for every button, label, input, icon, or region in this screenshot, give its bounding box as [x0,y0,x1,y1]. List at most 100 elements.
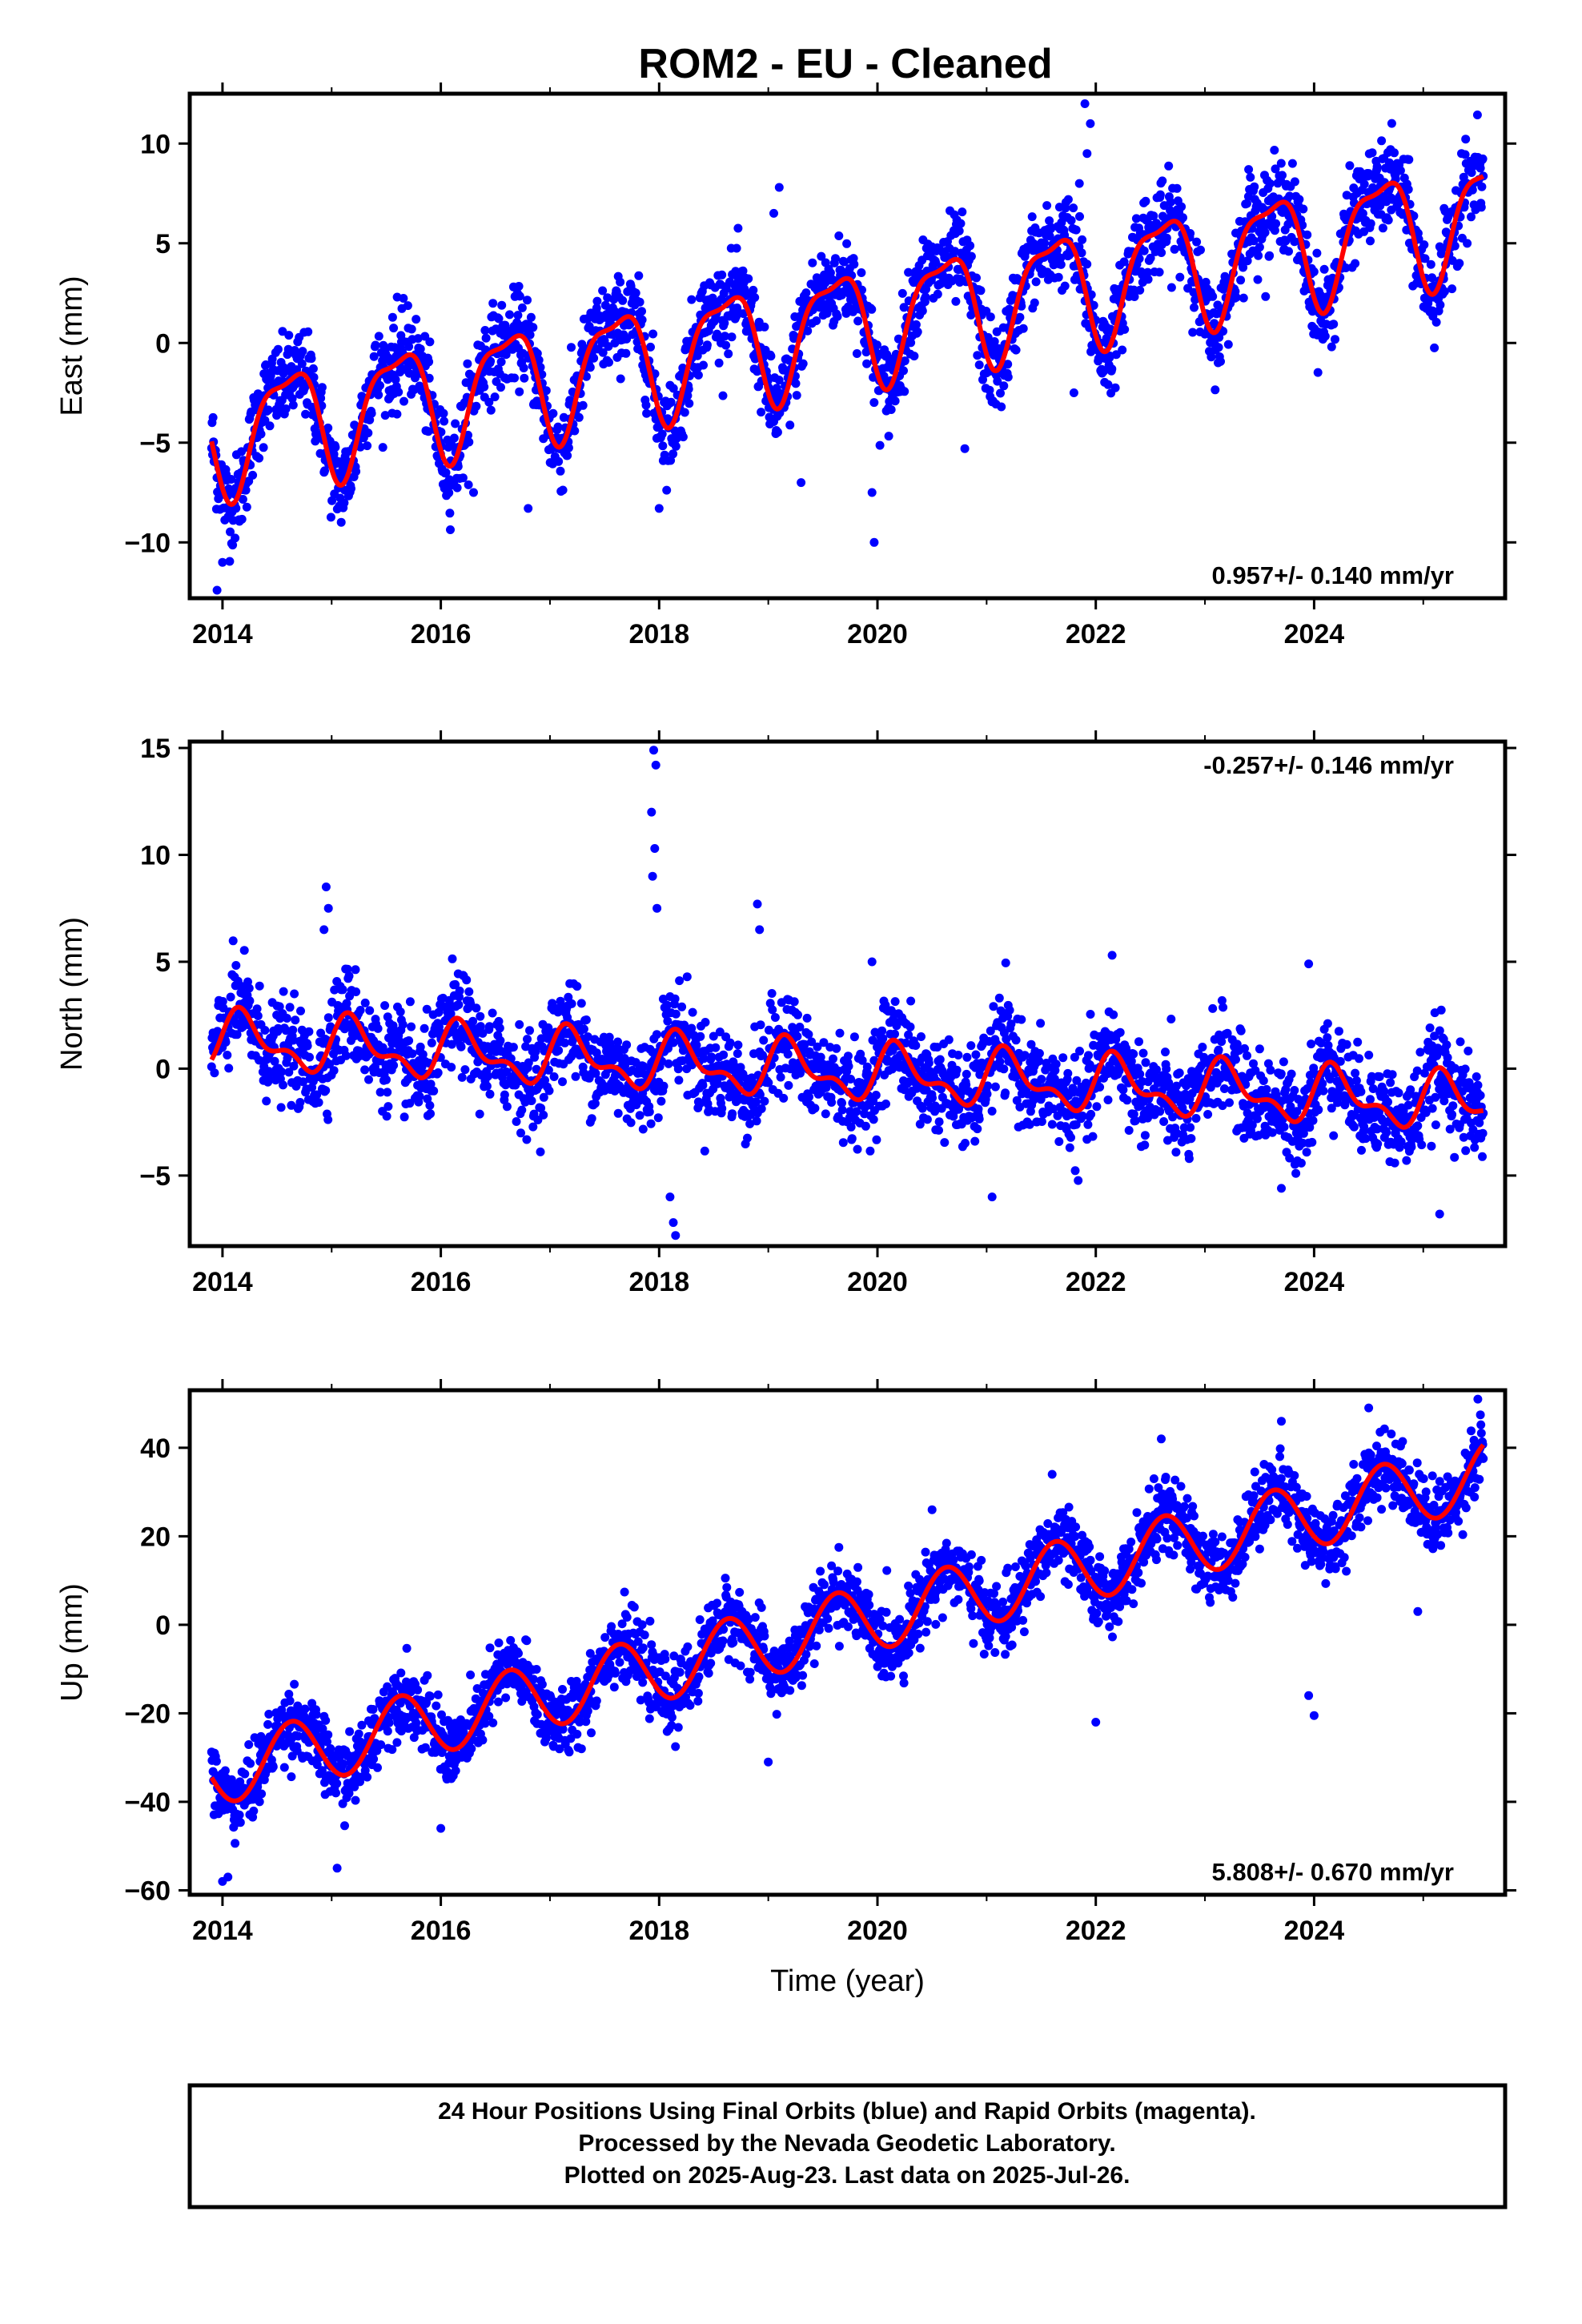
data-point [1323,1019,1332,1028]
data-point [804,1030,813,1039]
data-point [589,353,599,363]
data-point [408,1049,417,1059]
data-point [517,303,527,312]
data-point [1110,383,1120,392]
data-point [1034,1056,1044,1066]
data-point [904,1030,913,1039]
data-point [444,488,454,497]
data-point [827,1098,837,1107]
data-point [1146,253,1155,263]
data-point [732,243,741,253]
data-point [974,1114,984,1124]
data-point [329,449,339,459]
data-point [1278,171,1287,180]
data-point [1249,236,1259,246]
data-point [720,319,729,328]
data-point [288,1025,298,1035]
data-point [922,1115,932,1124]
data-point [962,1069,971,1079]
data-point [792,391,801,400]
data-point [711,1043,721,1052]
data-point [1404,155,1414,164]
data-point [882,350,892,360]
data-point [574,412,584,422]
east-panel-model-line [209,174,1485,508]
data-point [270,1056,279,1066]
data-point [208,412,218,422]
data-point [1138,1048,1148,1058]
data-point [1026,1039,1036,1049]
y-tick-label: 10 [140,129,171,159]
data-point [760,1096,769,1106]
data-point [725,1038,735,1047]
east-panel-rate-label: 0.957+/- 0.140 mm/yr [1212,561,1454,589]
data-point [687,1023,697,1033]
data-point [382,1112,391,1121]
data-point [750,293,760,302]
data-point [865,1146,875,1156]
data-point [693,351,702,360]
data-point [1060,281,1070,291]
data-point [404,342,414,352]
data-point [367,408,376,418]
data-point [567,999,576,1008]
data-point [1017,1015,1026,1024]
data-point [837,1105,847,1115]
data-point [675,976,685,986]
data-point [707,1052,717,1062]
data-point [973,1124,982,1134]
data-point [862,359,872,368]
data-point [1155,190,1165,199]
data-point [666,397,676,407]
data-point [976,286,986,296]
data-point [1236,275,1246,285]
data-point [1243,1108,1252,1118]
data-point [1290,177,1299,187]
data-point [749,285,758,295]
data-point [558,485,568,495]
x-tick-label: 2014 [192,619,253,649]
data-point [303,327,313,336]
data-point [784,1080,793,1090]
data-point [1158,176,1167,186]
outlier-point [1082,149,1092,159]
data-point [1109,1010,1118,1019]
data-point [355,1006,365,1015]
data-point [757,408,766,417]
data-point [881,1100,890,1108]
data-point [1345,161,1355,171]
data-point [458,473,468,483]
data-point [793,1031,802,1041]
data-point [400,396,408,406]
data-point [1141,1058,1150,1068]
data-point [245,996,255,1006]
data-point [1184,1154,1194,1164]
data-point [244,983,254,993]
data-point [1239,263,1248,272]
data-point [745,1119,755,1128]
data-point [281,1026,291,1035]
data-point [1107,364,1117,374]
data-point [252,1004,262,1014]
data-point [378,443,387,452]
data-point [416,344,425,354]
data-point [684,384,693,394]
data-point [425,1100,435,1110]
data-point [756,1020,765,1030]
data-point [497,300,507,310]
data-point [360,998,370,1007]
data-point [579,1024,588,1034]
data-point [374,332,383,341]
data-point [974,360,984,370]
data-point [1191,1114,1201,1123]
data-point [1467,212,1476,222]
data-point [1057,218,1066,227]
outlier-point [524,504,533,513]
data-point [717,270,727,279]
data-point [1003,372,1013,382]
data-point [1192,237,1202,247]
data-point [1329,1131,1339,1140]
data-point [1364,169,1374,179]
data-point [305,1052,314,1062]
